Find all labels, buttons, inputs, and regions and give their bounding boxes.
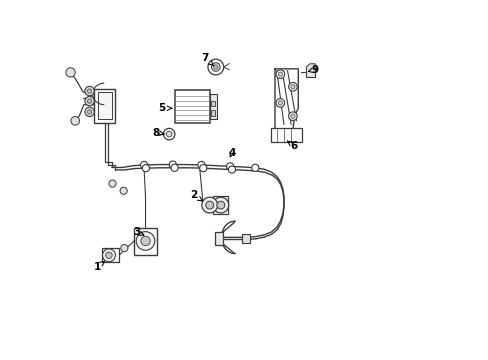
- Polygon shape: [305, 64, 314, 67]
- Circle shape: [163, 129, 175, 140]
- Circle shape: [278, 72, 282, 76]
- Circle shape: [228, 166, 235, 173]
- Circle shape: [140, 161, 147, 168]
- Circle shape: [87, 89, 92, 93]
- Bar: [305, 67, 314, 77]
- Text: 3: 3: [133, 227, 143, 237]
- Bar: [174, 90, 210, 123]
- Circle shape: [288, 112, 297, 121]
- Circle shape: [85, 86, 94, 96]
- Circle shape: [102, 249, 115, 262]
- Circle shape: [198, 161, 204, 168]
- Circle shape: [169, 161, 176, 168]
- Text: 1: 1: [94, 261, 104, 272]
- Circle shape: [211, 63, 220, 71]
- Circle shape: [121, 244, 128, 252]
- Circle shape: [136, 231, 155, 250]
- Circle shape: [199, 165, 206, 172]
- Text: 8: 8: [152, 128, 164, 138]
- Circle shape: [278, 101, 282, 105]
- Bar: [242, 234, 250, 243]
- Circle shape: [290, 85, 294, 89]
- Circle shape: [226, 163, 233, 170]
- Bar: [213, 196, 228, 214]
- Circle shape: [276, 70, 284, 78]
- Circle shape: [288, 82, 297, 91]
- Circle shape: [120, 187, 127, 194]
- Bar: [98, 92, 112, 119]
- Text: 9: 9: [308, 64, 318, 75]
- Text: 2: 2: [189, 190, 202, 201]
- Circle shape: [87, 99, 92, 103]
- Polygon shape: [274, 69, 298, 130]
- Text: 7: 7: [201, 53, 213, 66]
- Circle shape: [141, 236, 150, 246]
- Circle shape: [290, 114, 294, 118]
- Circle shape: [205, 201, 213, 209]
- Bar: [94, 89, 115, 123]
- Circle shape: [85, 96, 94, 106]
- Circle shape: [212, 197, 228, 213]
- Bar: [211, 111, 215, 116]
- Circle shape: [87, 110, 92, 114]
- Circle shape: [276, 99, 284, 107]
- Circle shape: [171, 164, 178, 171]
- Circle shape: [109, 180, 116, 187]
- Circle shape: [202, 197, 217, 213]
- Bar: [134, 228, 157, 255]
- Circle shape: [166, 131, 172, 137]
- Circle shape: [207, 59, 223, 75]
- Circle shape: [251, 164, 258, 171]
- Bar: [215, 232, 223, 245]
- Text: 5: 5: [158, 103, 171, 113]
- Circle shape: [85, 107, 94, 117]
- Bar: [210, 94, 217, 119]
- Circle shape: [213, 65, 218, 69]
- Circle shape: [66, 68, 75, 77]
- Circle shape: [217, 201, 224, 209]
- Circle shape: [71, 117, 80, 125]
- Bar: [211, 101, 215, 107]
- Circle shape: [142, 165, 149, 172]
- Circle shape: [105, 252, 112, 258]
- Text: 4: 4: [228, 148, 235, 158]
- Bar: [271, 128, 301, 142]
- Text: 6: 6: [287, 141, 297, 151]
- Bar: [102, 248, 119, 262]
